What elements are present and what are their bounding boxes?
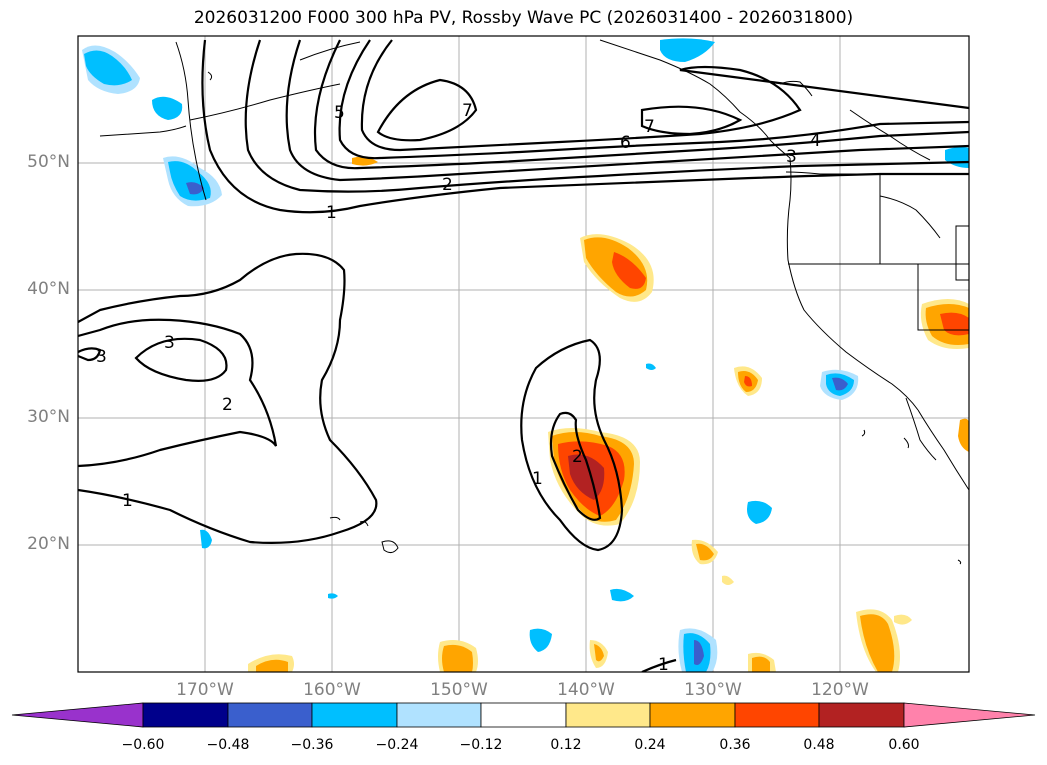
lon-label: 120°W xyxy=(800,680,880,700)
colorbar-tick: 0.48 xyxy=(784,737,854,753)
lon-label: 140°W xyxy=(546,680,626,700)
lat-label: 20°N xyxy=(10,534,70,554)
contour-label: 1 xyxy=(532,469,543,489)
contour-label: 4 xyxy=(810,131,821,151)
lat-label: 40°N xyxy=(10,279,70,299)
contour-label: 2 xyxy=(572,447,583,467)
lat-label: 30°N xyxy=(10,407,70,427)
lon-label: 130°W xyxy=(673,680,753,700)
contour-label: 2 xyxy=(442,175,453,195)
contour-label: 7 xyxy=(462,101,473,121)
colorbar-tick: 0.60 xyxy=(869,737,939,753)
contour-label: 3 xyxy=(786,147,797,167)
contour-label: 5 xyxy=(334,103,345,123)
colorbar-tick: −0.24 xyxy=(362,737,432,753)
contour-label: 6 xyxy=(620,133,631,153)
contour-label: 1 xyxy=(122,491,133,511)
colorbar-tick: 0.12 xyxy=(531,737,601,753)
contour-label: 3 xyxy=(164,333,175,353)
colorbar xyxy=(12,703,1035,727)
lon-label: 170°W xyxy=(165,680,245,700)
lon-label: 150°W xyxy=(419,680,499,700)
lat-label: 50°N xyxy=(10,152,70,172)
colorbar-tick: −0.36 xyxy=(277,737,347,753)
colorbar-tick: −0.12 xyxy=(446,737,516,753)
colorbar-tick: 0.36 xyxy=(700,737,770,753)
colorbar-tick: −0.48 xyxy=(193,737,263,753)
lon-label: 160°W xyxy=(292,680,372,700)
colorbar-tick: 0.24 xyxy=(615,737,685,753)
colorbar-tick: −0.60 xyxy=(108,737,178,753)
contour-label: 2 xyxy=(222,395,233,415)
contour-label: 3 xyxy=(96,347,107,367)
contour-label: 1 xyxy=(326,203,337,223)
contour-label: 7 xyxy=(644,117,655,137)
